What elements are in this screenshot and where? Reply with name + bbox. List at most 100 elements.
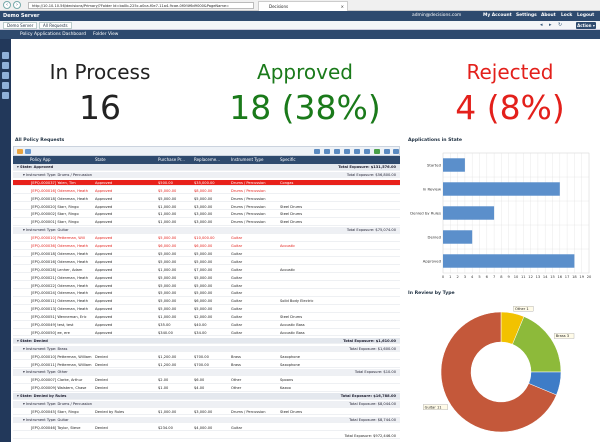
col-replacement[interactable]: Replaceme... <box>194 157 220 162</box>
group-row[interactable]: ▾ Instrument Type: Drums / Percussion Tot… <box>13 401 400 408</box>
search-icon[interactable] <box>314 149 320 154</box>
table-row[interactable]: [EPQ-000021] Odenman, Heath Approved $5,00… <box>13 275 400 282</box>
col-state[interactable]: State <box>95 157 106 162</box>
browser-tab[interactable]: Decisions × <box>258 1 348 11</box>
col-instrument-type[interactable]: Instrument Type <box>231 157 264 162</box>
settings-icon[interactable] <box>393 149 399 154</box>
close-icon[interactable]: × <box>340 4 344 9</box>
table-row[interactable]: [EPQ-000002] Starr, Ringo Approved $1,000.… <box>13 211 400 218</box>
sidebar <box>0 39 11 442</box>
action-button[interactable]: Action ▾ <box>576 22 596 29</box>
table-row[interactable]: [EPQ-000028] Lenher, Adam Approved $1,000.… <box>13 267 400 274</box>
table-row[interactable]: [EPQ-000024] Odenman, Heath Approved $5,00… <box>13 290 400 297</box>
table-row[interactable]: [EPQ-000013] Odenman, Heath Approved $5,00… <box>13 306 400 313</box>
group-row[interactable]: ▾ Instrument Type: Drums / Percussion Tot… <box>13 171 400 179</box>
group-row[interactable]: ▾ Instrument Type: Guitar Total Exposure:… <box>13 416 400 424</box>
table-cell: Guitar <box>231 315 243 320</box>
table-cell: $500.00 <box>158 180 173 185</box>
table-cell: Acoustic Bass <box>280 323 305 327</box>
about-link[interactable]: About <box>541 13 556 18</box>
table-cell: Steel Drums <box>280 204 303 209</box>
table-row[interactable]: [EPQ-000001] Starr, Ringo Approved $1,000.… <box>13 219 400 226</box>
group-label: ▾ Instrument Type: Drums / Percussion <box>23 402 92 406</box>
folder-view-link[interactable]: Folder View <box>93 32 119 37</box>
group-row[interactable]: ▾ State: Denied by Rules Total Exposure: … <box>13 393 400 400</box>
table-cell: $6,000.00 <box>158 244 177 248</box>
lightning-icon[interactable] <box>2 92 9 99</box>
table-row[interactable]: [EPQ-000009] Walstern, Chase Denied $1.00 $… <box>13 385 400 392</box>
table-row[interactable]: [EPQ-000036] Odenman, Heath Approved $6,00… <box>13 243 400 250</box>
filter-icon[interactable] <box>354 149 360 154</box>
table-cell: Brass <box>231 354 241 359</box>
zoom-icon[interactable] <box>324 149 330 154</box>
table-row[interactable]: [EPQ-000020] Starr, Ringo Approved $1,000.… <box>13 204 400 210</box>
table-row[interactable]: [EPQ-000010] Petterman, William Denied $1,… <box>13 354 400 361</box>
export-icon[interactable] <box>384 149 390 154</box>
crumb-all-requests[interactable]: All Requests <box>39 22 72 29</box>
table-row[interactable]: [EPQ-000016] Odenman, Heath Approved $5,00… <box>13 188 400 195</box>
forward-icon[interactable]: › <box>13 1 21 9</box>
table-cell: Approved <box>95 315 113 320</box>
my-account-link[interactable]: My Account <box>483 13 512 18</box>
print-icon[interactable] <box>364 149 370 154</box>
col-specific[interactable]: Specific <box>280 157 296 162</box>
next-icon[interactable]: ▸ <box>549 22 552 28</box>
group-row[interactable]: ▾ Instrument Type: Other Total Exposure: … <box>13 369 400 376</box>
table-row[interactable]: [EPQ-000011] Odenman, Heath Approved $5,00… <box>13 298 400 305</box>
table-row[interactable]: [EPQ-000037] Yalen, Tim Approved $500.00 $3… <box>13 179 400 187</box>
table-row[interactable]: [EPQ-000010] Petterman, Will Approved $5,0… <box>13 235 400 242</box>
table-row[interactable]: [EPQ-000011] Petterman, William Denied $1,… <box>13 362 400 368</box>
table-row[interactable]: [EPQ-000016] Odenman, Heath Approved $5,00… <box>13 259 400 266</box>
folder-icon[interactable] <box>2 62 9 69</box>
refresh-icon[interactable] <box>334 149 340 154</box>
group-row[interactable]: ▾ State: Denied Total Exposure: $1,610.00 <box>13 337 400 345</box>
user-email[interactable]: admin@decisions.com <box>412 13 462 18</box>
crumb-demo-server[interactable]: Demo Server <box>3 22 38 29</box>
table-cell: Denied <box>95 362 108 367</box>
tools-icon[interactable] <box>2 82 9 89</box>
pie-slice[interactable] <box>440 311 557 433</box>
home-icon[interactable] <box>2 52 9 59</box>
table-cell: Approved <box>95 259 113 264</box>
table-cell: Guitar <box>231 323 243 327</box>
table-row[interactable]: [EPQ-000022] Odenman, Heath Approved $5,00… <box>13 283 400 289</box>
table-cell: $4,000.00 <box>194 425 213 430</box>
grid-icon[interactable] <box>25 149 31 154</box>
dashboard-link[interactable]: Policy Applications Dashboard <box>20 32 87 37</box>
table-row[interactable]: [EPQ-000007] Clarke, Arthur Denied $2.00 $6… <box>13 377 400 384</box>
table-row[interactable]: [EPQ-000051] Wenneman, Eric Approved $1,00… <box>13 314 400 321</box>
svg-text:Other 1: Other 1 <box>515 307 529 311</box>
folder-icon[interactable] <box>17 149 23 154</box>
columns-icon[interactable] <box>344 149 350 154</box>
table-row[interactable]: [EPQ-000046] Taylor, Steve Denied $234.00 $… <box>13 425 400 432</box>
refresh-icon[interactable]: ↻ <box>558 22 563 28</box>
table-row[interactable]: [EPQ-000050] ee, ere Approved $340.00 $34.0… <box>13 330 400 337</box>
group-row[interactable]: ▾ Instrument Type: Guitar Total Exposure:… <box>13 227 400 234</box>
logout-link[interactable]: Logout <box>577 13 595 18</box>
table-cell: Denied <box>95 386 108 391</box>
table-row[interactable]: [EPQ-000018] Odenman, Heath Approved $5,00… <box>13 196 400 203</box>
group-row[interactable]: Total Exposure: $972,446.00 <box>13 433 400 440</box>
table-row[interactable]: [EPQ-000018] Odenman, Heath Approved $5,00… <box>13 251 400 258</box>
address-bar[interactable]: http://10.10.10.56/decisions/Primary/?Fo… <box>28 2 254 9</box>
table-cell: Other <box>231 386 242 391</box>
col-policy-app[interactable]: Policy App <box>30 157 51 162</box>
group-row[interactable]: ▾ State: Approved Total Exposure: $131,57… <box>13 164 400 171</box>
settings-link[interactable]: Settings <box>516 13 537 18</box>
col-purchase-price[interactable]: Purchase Pr... <box>158 157 185 162</box>
table-cell: $5,000.00 <box>194 283 213 288</box>
table-cell: [EPQ-000028] Lenher, Adam <box>31 267 83 272</box>
table-row[interactable]: [EPQ-000049] test, test Approved $35.00 $40… <box>13 322 400 329</box>
table-cell: [EPQ-000020] Starr, Ringo <box>31 204 79 209</box>
table-cell: Denied <box>95 425 108 430</box>
group-row[interactable]: ▾ Instrument Type: Brass Total Exposure: … <box>13 345 400 353</box>
x-tick-label: 3 <box>464 275 466 279</box>
lock-link[interactable]: Lock <box>561 13 573 18</box>
excel-icon[interactable] <box>374 149 380 154</box>
x-tick-label: 11 <box>521 275 526 279</box>
search-icon[interactable] <box>2 72 9 79</box>
table-row[interactable]: [EPQ-000045] Starr, Ringo Denied by Rules… <box>13 409 400 416</box>
x-tick-label: 18 <box>572 275 577 279</box>
back-icon[interactable]: ‹ <box>3 1 11 9</box>
prev-icon[interactable]: ◂ <box>540 22 543 28</box>
